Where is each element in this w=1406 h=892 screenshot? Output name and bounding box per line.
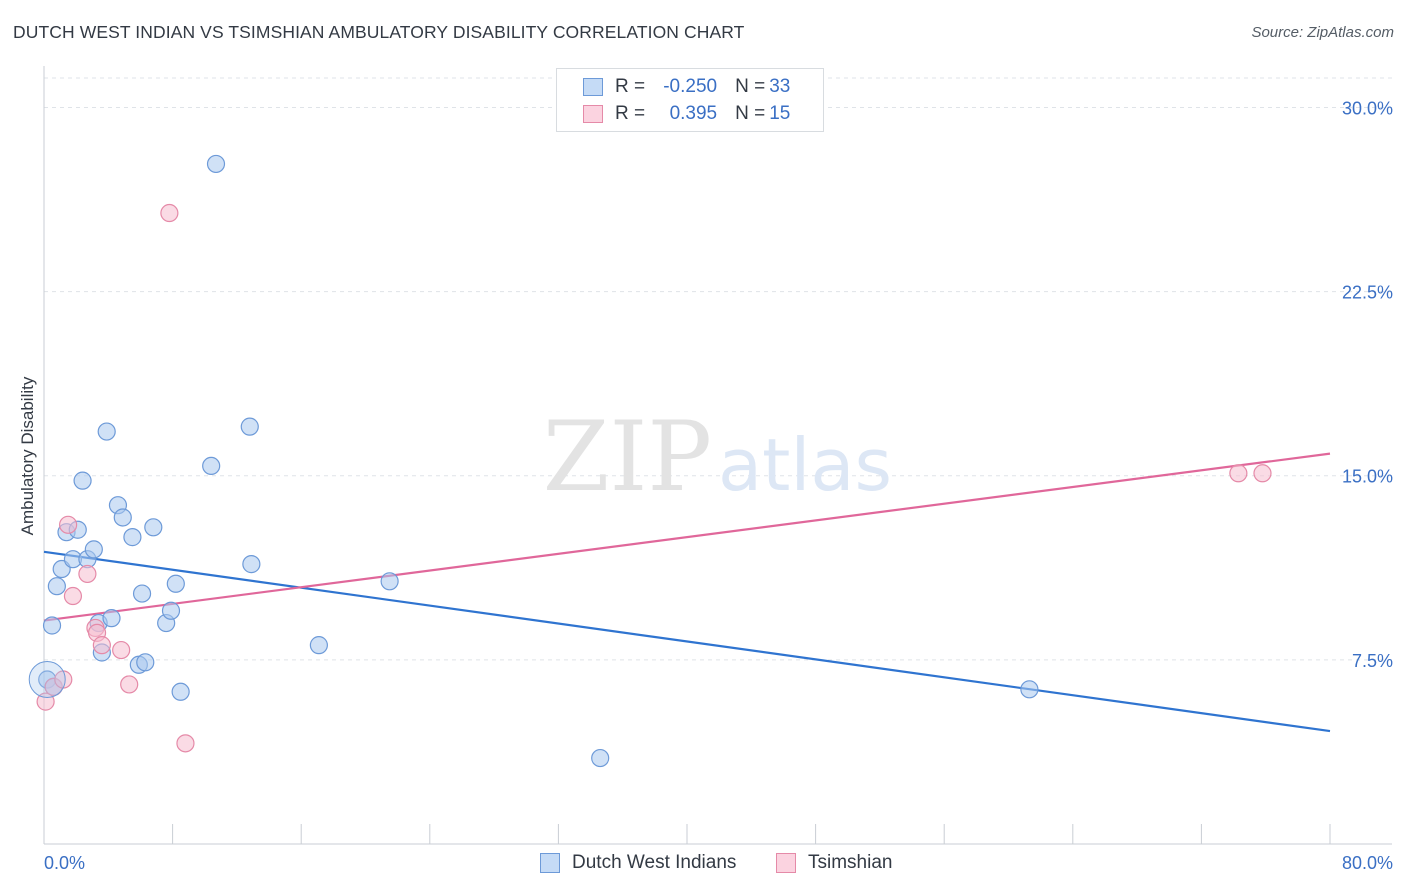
- point-tsimshian: [78, 564, 97, 584]
- gridlines: [44, 77, 1392, 661]
- point-dutch-west-indians: [202, 456, 221, 476]
- point-dutch-west-indians: [123, 528, 142, 547]
- point-dutch-west-indians: [84, 540, 103, 559]
- axes: [43, 66, 1392, 845]
- x-tick-label: 80.0%: [1342, 853, 1393, 873]
- trend-line-dutch-west-indians: [43, 550, 1331, 733]
- point-tsimshian: [160, 203, 179, 223]
- legend-n-label: N =: [735, 103, 766, 124]
- legend-r-label: R =: [615, 76, 646, 97]
- point-dutch-west-indians: [1020, 680, 1039, 699]
- point-dutch-west-indians: [591, 748, 610, 768]
- bottom-legend-label: Dutch West Indians: [572, 852, 737, 873]
- point-dutch-west-indians: [206, 154, 226, 174]
- point-dutch-west-indians: [309, 636, 328, 655]
- point-dutch-west-indians: [240, 417, 259, 436]
- legend-n-label: N =: [735, 76, 766, 97]
- legend-n-value: 15: [769, 103, 791, 124]
- point-dutch-west-indians: [73, 471, 92, 490]
- point-tsimshian: [63, 586, 83, 606]
- trend-lines: [43, 452, 1331, 733]
- point-dutch-west-indians: [42, 616, 62, 635]
- y-tick-label: 22.5%: [1342, 283, 1393, 303]
- watermark: ZIP atlas: [543, 401, 892, 513]
- chart-title: DUTCH WEST INDIAN VS TSIMSHIAN AMBULATOR…: [13, 22, 745, 42]
- legend: R = -0.250 N = 33 R = 0.395 N = 15: [556, 68, 824, 132]
- y-tick-label: 15.0%: [1342, 467, 1393, 487]
- legend-swatch-blue: [583, 78, 603, 96]
- point-tsimshian: [1253, 464, 1272, 483]
- legend-row-pink: R = 0.395 N = 15: [583, 102, 790, 126]
- point-dutch-west-indians: [161, 601, 181, 620]
- legend-row-blue: R = -0.250 N = 33: [583, 75, 790, 99]
- bottom-legend-label: Tsimshian: [808, 852, 893, 873]
- point-dutch-west-indians: [113, 508, 132, 527]
- point-tsimshian: [120, 675, 139, 694]
- point-tsimshian: [92, 636, 111, 655]
- bottom-legend-item-dutch-west-indians: Dutch West Indians: [540, 852, 736, 874]
- point-dutch-west-indians: [380, 572, 399, 591]
- source-label: Source: ZipAtlas.com: [1251, 24, 1394, 41]
- watermark-atlas: atlas: [718, 423, 892, 507]
- legend-r-value: 0.395: [669, 103, 718, 124]
- y-tick-label: 30.0%: [1342, 98, 1393, 118]
- data-points: [28, 154, 1272, 768]
- point-dutch-west-indians: [102, 609, 121, 628]
- legend-r-label: R =: [615, 103, 646, 124]
- point-tsimshian: [1229, 464, 1248, 483]
- bottom-legend-swatch-pink: [776, 853, 796, 873]
- point-dutch-west-indians: [132, 584, 152, 603]
- point-dutch-west-indians: [171, 682, 190, 701]
- point-tsimshian: [59, 515, 78, 534]
- point-dutch-west-indians: [136, 653, 155, 672]
- bottom-legend: Dutch West Indians Tsimshian: [0, 852, 1406, 876]
- watermark-zip: ZIP: [543, 401, 712, 513]
- bottom-legend-swatch-blue: [540, 853, 560, 873]
- point-dutch-west-indians: [166, 574, 185, 593]
- y-tick-label: 7.5%: [1352, 651, 1393, 671]
- point-dutch-west-indians: [144, 518, 163, 537]
- point-dutch-west-indians: [47, 577, 66, 596]
- y-axis-label: Ambulatory Disability: [18, 376, 37, 536]
- bottom-legend-item-tsimshian: Tsimshian: [776, 852, 892, 874]
- point-dutch-west-indians: [242, 555, 261, 574]
- point-tsimshian: [176, 734, 195, 753]
- trend-line-tsimshian: [43, 452, 1331, 622]
- point-tsimshian: [112, 640, 131, 660]
- point-dutch-west-indians: [97, 422, 116, 441]
- x-tick-label: 0.0%: [44, 853, 85, 873]
- legend-swatch-pink: [583, 105, 603, 123]
- legend-r-value: -0.250: [663, 76, 718, 97]
- legend-n-value: 33: [769, 76, 791, 97]
- tick-labels: 7.5% 15.0% 22.5% 30.0% 0.0% 80.0%: [44, 98, 1393, 873]
- point-dutch-west-indians: [28, 661, 66, 699]
